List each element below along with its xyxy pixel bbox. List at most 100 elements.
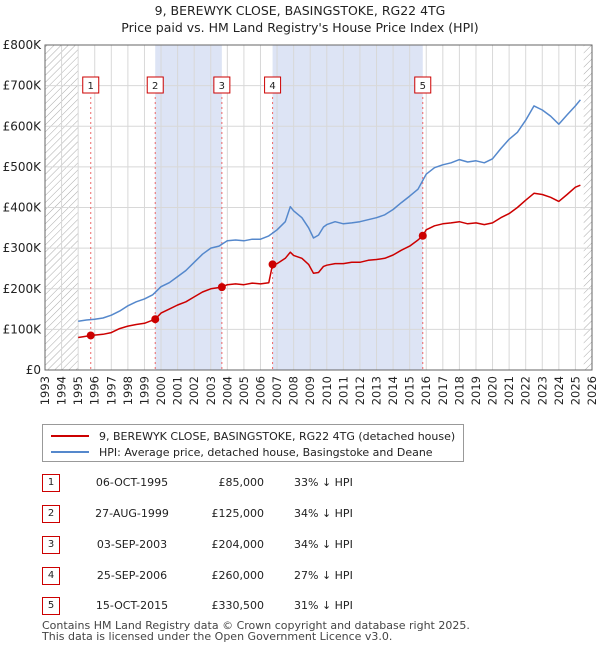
- sale-point: [418, 231, 427, 240]
- table-row: 5 15-OCT-2015 £330,500 31% ↓ HPI: [42, 597, 442, 615]
- sale-number-label: 4: [269, 81, 275, 92]
- table-row: 3 03-SEP-2003 £204,000 34% ↓ HPI: [42, 536, 442, 554]
- hpi-series-line: [78, 99, 581, 323]
- x-tick-label: 2006: [253, 376, 267, 405]
- x-tick-label: 1997: [104, 376, 118, 405]
- sale-price: £85,000: [218, 476, 265, 489]
- sale-date: 03-SEP-2003: [96, 538, 168, 551]
- sale-point: [217, 283, 226, 292]
- chart-title-line-2: Price paid vs. HM Land Registry's House …: [121, 20, 479, 35]
- x-tick-label: 2009: [303, 376, 317, 405]
- footer-line-2: This data is licensed under the Open Gov…: [42, 630, 393, 643]
- sale-price: £204,000: [211, 538, 265, 551]
- sale-price: £125,000: [211, 507, 265, 520]
- x-tick-label: 2025: [568, 376, 582, 405]
- footer-line-1: Contains HM Land Registry data © Crown c…: [42, 619, 470, 632]
- x-tick-label: 2018: [452, 376, 466, 405]
- sale-number-box-frame: [146, 76, 164, 94]
- x-tick-label: 1993: [38, 376, 52, 405]
- x-tick-label: 2000: [154, 376, 168, 405]
- chart-title-line-1: 9, BEREWYK CLOSE, BASINGSTOKE, RG22 4TG: [154, 3, 446, 18]
- table-row: 1 06-OCT-1995 £85,000 33% ↓ HPI: [42, 474, 442, 492]
- sale-hpi-diff: 27% ↓ HPI: [294, 569, 353, 582]
- sale-hpi-diff: 33% ↓ HPI: [294, 476, 353, 489]
- x-tick-label: 2007: [270, 376, 284, 405]
- price-chart: £0 £100K £200K £300K £400K £500K £600K £700K £80…: [3, 38, 599, 405]
- x-tick-label: 2026: [585, 376, 599, 405]
- y-tick-label: £700K: [3, 79, 43, 93]
- price-series-line: [78, 184, 581, 339]
- chart-title: 9, BEREWYK CLOSE, BASINGSTOKE, RG22 4TG …: [0, 2, 600, 36]
- x-tick-label: 1995: [71, 376, 85, 405]
- legend-item-price: 9, BEREWYK CLOSE, BASINGSTOKE, RG22 4TG …: [51, 428, 455, 444]
- x-tick-label: 2001: [171, 376, 185, 405]
- x-tick-label: 2014: [386, 376, 400, 405]
- x-tick-label: 2003: [204, 376, 218, 405]
- sale-price: £330,500: [211, 599, 265, 612]
- y-tick-label: £100K: [3, 322, 43, 336]
- sale-hpi-diff: 34% ↓ HPI: [294, 538, 353, 551]
- sale-number-badge: 2: [42, 505, 60, 523]
- legend-label-price: 9, BEREWYK CLOSE, BASINGSTOKE, RG22 4TG …: [99, 429, 456, 443]
- sale-number-box: 4: [264, 76, 282, 94]
- x-tick-label: 2002: [187, 376, 201, 405]
- sale-number-label: 2: [152, 81, 158, 92]
- footer-attribution: Contains HM Land Registry data © Crown c…: [42, 620, 470, 642]
- sale-number-label: 5: [420, 81, 426, 92]
- sale-number-box-frame: [414, 76, 432, 94]
- x-tick-label: 2017: [436, 376, 450, 405]
- sale-point: [151, 315, 160, 324]
- x-tick-label: 2011: [336, 376, 350, 405]
- sale-number-badge: 1: [42, 474, 60, 492]
- legend-swatch-price: [51, 435, 89, 437]
- x-tick-label: 2024: [552, 376, 566, 405]
- y-tick-label: £600K: [3, 119, 43, 133]
- table-row: 4 25-SEP-2006 £260,000 27% ↓ HPI: [42, 567, 442, 585]
- sale-number-box-frame: [82, 76, 100, 94]
- sale-number-badge: 3: [42, 536, 60, 554]
- x-tick-label: 2016: [419, 376, 433, 405]
- x-tick-label: 1998: [121, 376, 135, 405]
- x-tick-label: 2023: [535, 376, 549, 405]
- x-tick-label: 2010: [320, 376, 334, 405]
- sale-date: 27-AUG-1999: [95, 507, 169, 520]
- sale-date: 06-OCT-1995: [95, 476, 169, 489]
- chart-legend: 9, BEREWYK CLOSE, BASINGSTOKE, RG22 4TG …: [42, 424, 464, 462]
- sale-point: [268, 260, 277, 269]
- y-tick-label: £500K: [3, 160, 43, 174]
- sale-point: [86, 331, 95, 340]
- sale-number-box: 5: [414, 76, 432, 94]
- table-row: 2 27-AUG-1999 £125,000 34% ↓ HPI: [42, 505, 442, 523]
- y-tick-label: £300K: [3, 241, 43, 255]
- sale-hpi-diff: 31% ↓ HPI: [294, 599, 353, 612]
- legend-item-hpi: HPI: Average price, detached house, Basi…: [51, 444, 433, 460]
- x-tick-label: 2012: [353, 376, 367, 405]
- x-tick-label: 1999: [137, 376, 151, 405]
- y-tick-label: £200K: [3, 282, 43, 296]
- x-tick-label: 2020: [486, 376, 500, 405]
- x-tick-label: 2005: [237, 376, 251, 405]
- x-tick-label: 2015: [403, 376, 417, 405]
- x-tick-label: 1994: [55, 376, 69, 405]
- x-tick-label: 2019: [469, 376, 483, 405]
- sale-number-box-frame: [213, 76, 231, 94]
- sale-number-box: 2: [146, 76, 164, 94]
- sale-price: £260,000: [211, 569, 265, 582]
- sale-date: 25-SEP-2006: [96, 569, 168, 582]
- sale-number-label: 1: [88, 81, 94, 92]
- sale-number-box-frame: [264, 76, 282, 94]
- sale-number-box: 1: [82, 76, 100, 94]
- legend-swatch-hpi: [51, 451, 89, 453]
- plot-border: [44, 44, 593, 371]
- y-tick-label: £400K: [3, 201, 43, 215]
- x-tick-label: 2022: [519, 376, 533, 405]
- sale-date: 15-OCT-2015: [95, 599, 169, 612]
- x-tick-label: 2008: [287, 376, 301, 405]
- sale-number-label: 3: [219, 81, 225, 92]
- x-tick-label: 1996: [88, 376, 102, 405]
- x-tick-label: 2004: [220, 376, 234, 405]
- legend-label-hpi: HPI: Average price, detached house, Basi…: [99, 445, 433, 459]
- x-tick-label: 2021: [502, 376, 516, 405]
- y-tick-label: £0: [26, 363, 41, 377]
- sale-number-badge: 5: [42, 597, 60, 615]
